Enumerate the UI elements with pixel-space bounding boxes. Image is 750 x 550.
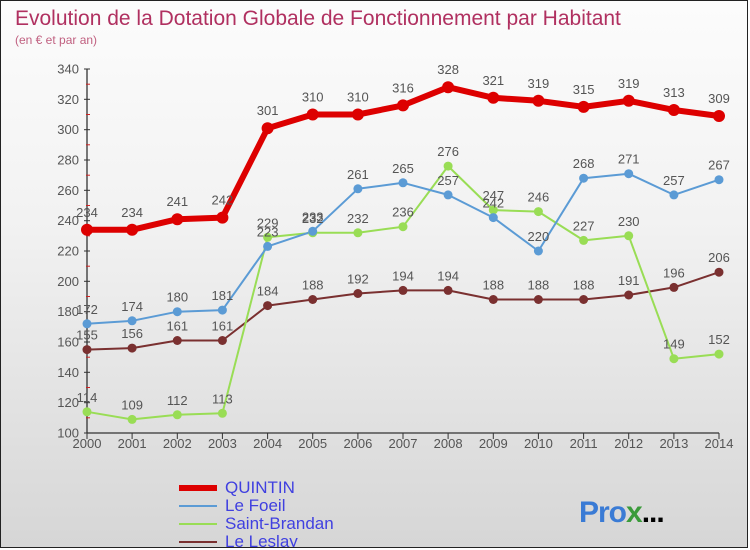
svg-text:241: 241: [166, 194, 188, 209]
svg-text:321: 321: [482, 73, 504, 88]
svg-text:319: 319: [618, 76, 640, 91]
svg-text:340: 340: [57, 62, 79, 77]
svg-text:192: 192: [347, 272, 369, 287]
svg-text:223: 223: [257, 224, 279, 239]
svg-text:268: 268: [573, 156, 595, 171]
svg-text:280: 280: [57, 153, 79, 168]
svg-text:206: 206: [708, 250, 730, 265]
svg-text:319: 319: [528, 76, 550, 91]
svg-text:309: 309: [708, 91, 730, 106]
svg-text:261: 261: [347, 167, 369, 182]
svg-text:236: 236: [392, 205, 414, 220]
svg-text:230: 230: [618, 214, 640, 229]
svg-text:188: 188: [302, 278, 324, 293]
svg-text:320: 320: [57, 92, 79, 107]
svg-text:257: 257: [437, 173, 459, 188]
svg-text:232: 232: [347, 211, 369, 226]
svg-text:267: 267: [708, 158, 730, 173]
svg-text:313: 313: [663, 85, 685, 100]
svg-text:194: 194: [437, 268, 459, 283]
svg-text:180: 180: [166, 290, 188, 305]
svg-text:316: 316: [392, 80, 414, 95]
svg-text:184: 184: [257, 284, 279, 299]
svg-text:149: 149: [663, 337, 685, 352]
svg-text:315: 315: [573, 82, 595, 97]
svg-text:188: 188: [528, 278, 550, 293]
svg-text:156: 156: [121, 326, 143, 341]
svg-text:200: 200: [57, 274, 79, 289]
svg-text:328: 328: [437, 62, 459, 77]
svg-text:242: 242: [482, 196, 504, 211]
svg-text:310: 310: [302, 90, 324, 105]
svg-text:220: 220: [57, 244, 79, 259]
svg-text:234: 234: [76, 205, 98, 220]
svg-text:300: 300: [57, 122, 79, 137]
svg-text:276: 276: [437, 144, 459, 159]
svg-text:140: 140: [57, 365, 79, 380]
svg-text:242: 242: [212, 193, 234, 208]
svg-text:246: 246: [528, 190, 550, 205]
svg-text:257: 257: [663, 173, 685, 188]
svg-text:196: 196: [663, 265, 685, 280]
svg-text:188: 188: [573, 278, 595, 293]
svg-text:172: 172: [76, 302, 98, 317]
svg-text:260: 260: [57, 183, 79, 198]
svg-text:220: 220: [528, 229, 550, 244]
svg-text:181: 181: [212, 288, 234, 303]
svg-text:161: 161: [212, 319, 234, 334]
svg-text:194: 194: [392, 268, 414, 283]
svg-text:152: 152: [708, 332, 730, 347]
svg-text:155: 155: [76, 328, 98, 343]
svg-text:114: 114: [77, 390, 98, 405]
svg-text:112: 112: [167, 393, 188, 408]
svg-text:265: 265: [392, 161, 414, 176]
svg-text:227: 227: [573, 218, 595, 233]
svg-text:310: 310: [347, 90, 369, 105]
svg-text:188: 188: [482, 278, 504, 293]
svg-text:234: 234: [121, 205, 143, 220]
svg-text:161: 161: [166, 319, 188, 334]
svg-text:301: 301: [257, 103, 279, 118]
svg-text:233: 233: [302, 209, 324, 224]
svg-text:174: 174: [121, 299, 143, 314]
svg-text:109: 109: [121, 397, 143, 412]
svg-text:271: 271: [618, 152, 640, 167]
svg-text:113: 113: [212, 391, 233, 406]
svg-text:191: 191: [618, 273, 640, 288]
